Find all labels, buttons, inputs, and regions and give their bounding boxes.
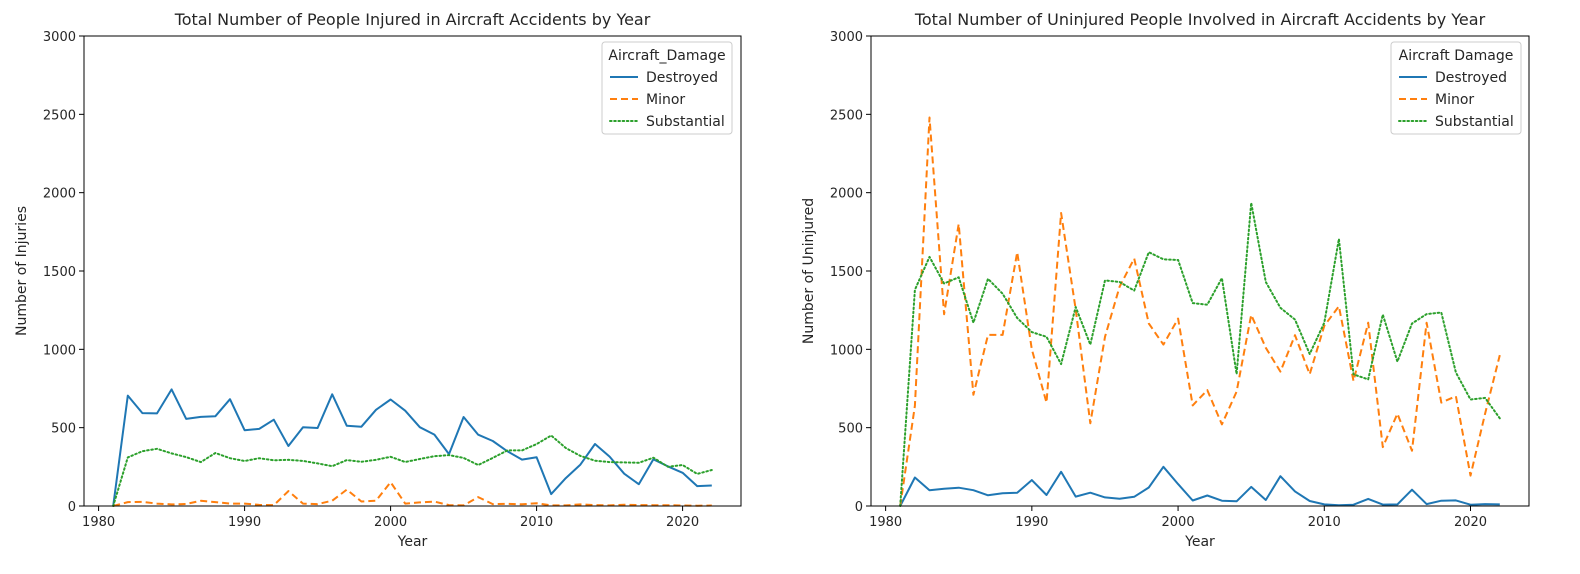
injured-chart: Total Number of People Injured in Aircra…	[14, 10, 742, 550]
y-tick-label: 1000	[43, 343, 76, 358]
y-tick-label: 2000	[830, 187, 863, 202]
x-tick-label: 2020	[1454, 515, 1487, 530]
y-tick-label: 1000	[830, 343, 863, 358]
y-tick-label: 2000	[43, 187, 76, 202]
y-tick-label: 1500	[43, 265, 76, 280]
x-axis-label: Year	[1184, 534, 1215, 550]
legend-label-minor: Minor	[1435, 92, 1474, 108]
legend-box	[601, 41, 733, 135]
x-tick-label: 1980	[869, 515, 902, 530]
x-tick-label: 2000	[374, 515, 407, 530]
series-line-minor	[112, 481, 712, 507]
y-tick-label: 0	[855, 500, 863, 515]
legend-label-destroyed: Destroyed	[646, 70, 718, 86]
legend-label-substantial: Substantial	[1435, 114, 1514, 130]
y-tick-label: 0	[68, 500, 76, 515]
series-line-substantial	[899, 201, 1501, 507]
series-line-destroyed	[899, 465, 1500, 507]
x-tick-label: 1990	[1015, 515, 1048, 530]
y-tick-label: 3000	[43, 30, 76, 45]
x-tick-label: 2010	[520, 515, 553, 530]
chart-title: Total Number of People Injured in Aircra…	[174, 10, 651, 29]
y-axis-label: Number of Injuries	[14, 206, 30, 336]
y-tick-label: 2500	[43, 108, 76, 123]
x-tick-label: 2020	[666, 515, 699, 530]
y-axis-label: Number of Uninjured	[801, 198, 817, 344]
legend: Aircraft_Damage Destroyed Minor Substantial	[601, 41, 733, 135]
y-tick-label: 2500	[830, 108, 863, 123]
legend-label-minor: Minor	[646, 92, 685, 108]
legend-box	[1390, 41, 1522, 135]
legend-title: Aircraft Damage	[1399, 48, 1514, 64]
legend-label-destroyed: Destroyed	[1435, 70, 1507, 86]
x-axis-label: Year	[397, 534, 428, 550]
y-tick-label: 500	[838, 422, 863, 437]
legend: Aircraft Damage Destroyed Minor Substantial	[1390, 41, 1522, 135]
chart-title: Total Number of Uninjured People Involve…	[914, 10, 1486, 29]
x-tick-label: 2010	[1308, 515, 1341, 530]
series-line-destroyed	[112, 388, 712, 507]
series-line-minor	[899, 116, 1501, 507]
x-tick-label: 2000	[1162, 515, 1195, 530]
x-tick-label: 1990	[228, 515, 261, 530]
legend-title: Aircraft_Damage	[608, 48, 725, 64]
x-tick-label: 1980	[82, 515, 115, 530]
series-line-substantial	[112, 434, 713, 507]
uninjured-chart: Total Number of Uninjured People Involve…	[801, 10, 1530, 550]
legend-label-substantial: Substantial	[646, 114, 725, 130]
y-tick-label: 500	[51, 422, 76, 437]
y-tick-label: 1500	[830, 265, 863, 280]
y-tick-label: 3000	[830, 30, 863, 45]
